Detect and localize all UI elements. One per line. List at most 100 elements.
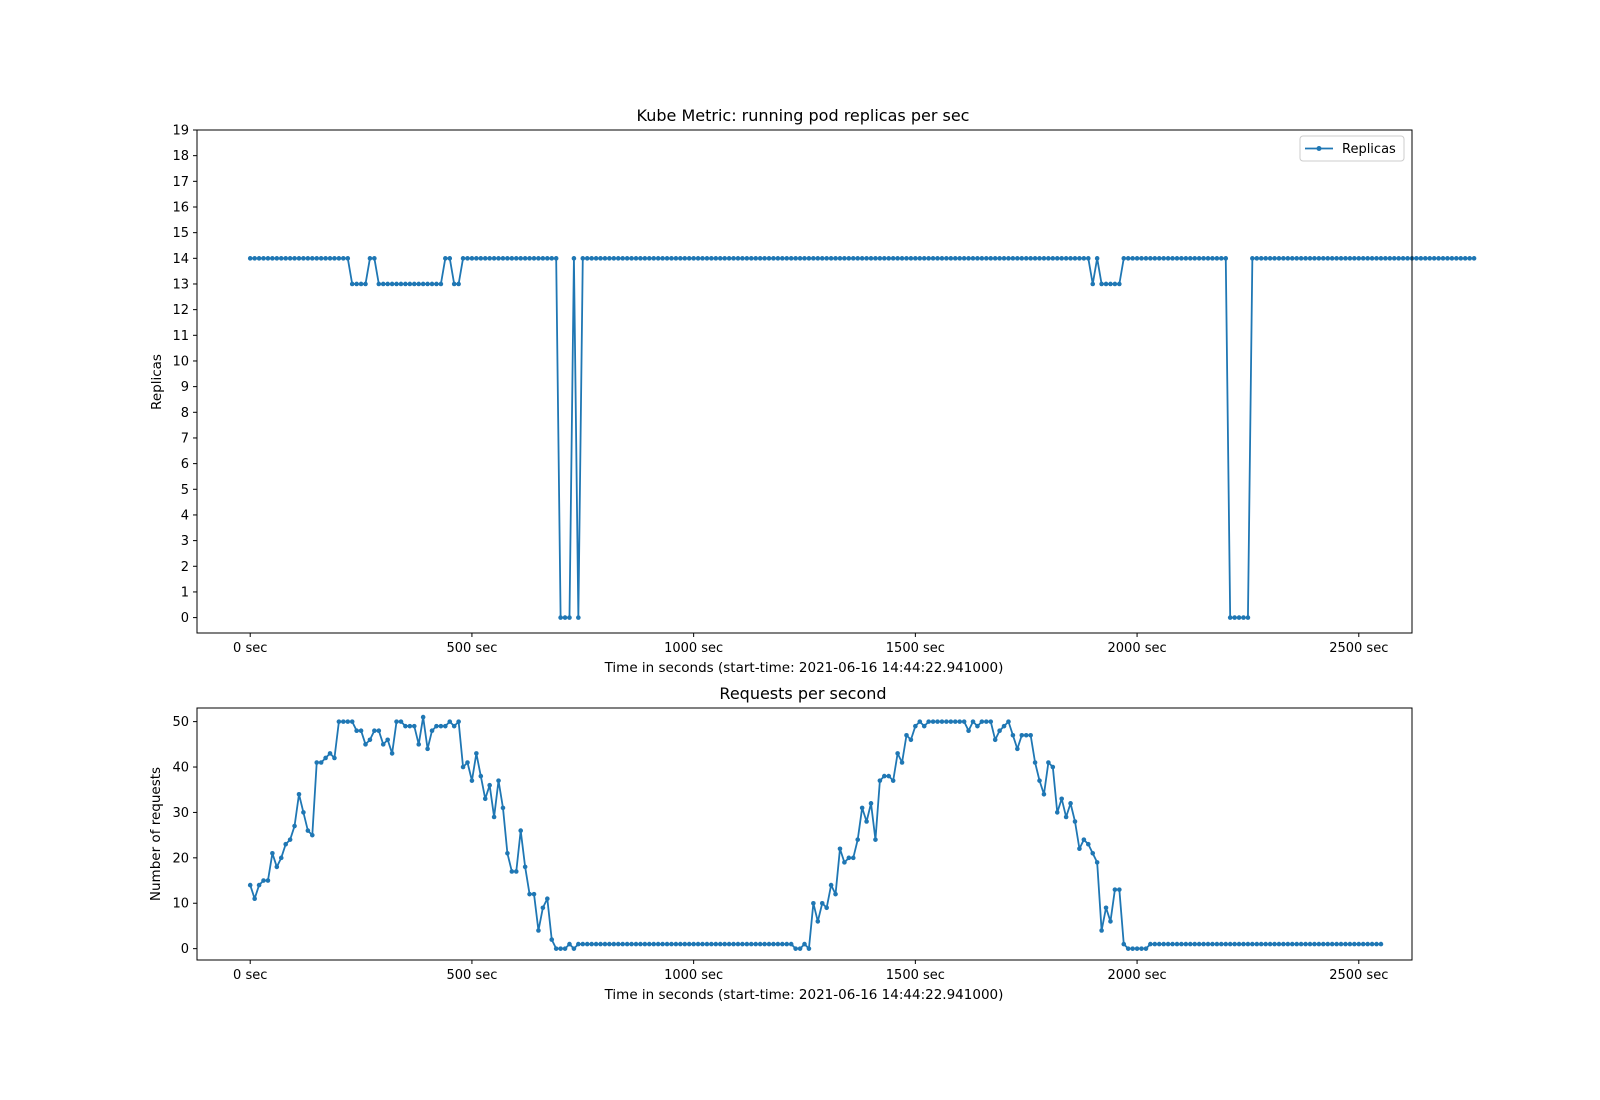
replicas-data-point xyxy=(1289,256,1295,261)
requests-data-point xyxy=(1032,760,1038,765)
requests-data-point xyxy=(669,941,674,947)
replicas-data-point xyxy=(1391,256,1397,261)
replicas-data-point xyxy=(1108,281,1113,287)
replicas-data-point xyxy=(651,256,657,261)
requests-data-point xyxy=(1099,928,1104,933)
replicas-y-tick-label: 8 xyxy=(181,406,189,421)
replicas-data-point xyxy=(1161,256,1166,261)
replicas-data-point xyxy=(540,256,546,261)
replicas-data-point xyxy=(806,256,812,261)
replicas-data-point xyxy=(434,281,439,287)
requests-data-point xyxy=(1006,719,1011,724)
requests-data-point xyxy=(589,941,594,947)
requests-data-point xyxy=(1170,941,1175,947)
replicas-data-point xyxy=(354,281,359,287)
requests-data-point xyxy=(824,905,829,911)
replicas-data-point xyxy=(1250,256,1255,261)
replicas-chart-plot-area xyxy=(196,129,1413,634)
replicas-data-point xyxy=(948,256,954,261)
replicas-data-point xyxy=(731,256,736,261)
replicas-y-tick-label: 16 xyxy=(172,200,189,215)
requests-data-point xyxy=(1015,746,1020,752)
requests-data-point xyxy=(935,719,940,724)
requests-data-point xyxy=(309,832,315,838)
replicas-data-point xyxy=(407,281,413,287)
replicas-data-point xyxy=(438,281,444,287)
replicas-data-point xyxy=(868,256,874,261)
requests-data-point xyxy=(673,941,679,947)
requests-data-point xyxy=(651,941,657,947)
replicas-data-point xyxy=(1387,256,1393,261)
replicas-data-point xyxy=(988,256,994,261)
replicas-data-point xyxy=(686,256,692,261)
replicas-data-point xyxy=(1179,256,1184,261)
replicas-data-point xyxy=(500,256,506,261)
requests-data-point xyxy=(819,900,825,906)
replicas-data-point xyxy=(966,256,971,261)
replicas-data-point xyxy=(429,281,435,287)
replicas-data-point xyxy=(615,256,621,261)
requests-y-tick-label: 30 xyxy=(172,806,189,821)
replicas-y-tick-label: 1 xyxy=(181,585,189,600)
replicas-data-point xyxy=(620,256,625,261)
requests-data-point xyxy=(1214,941,1220,947)
replicas-data-point xyxy=(469,256,475,261)
replicas-data-point xyxy=(456,281,461,287)
replicas-data-point xyxy=(553,256,559,261)
replicas-data-point xyxy=(367,256,373,261)
replicas-data-point xyxy=(1405,256,1410,261)
requests-data-point xyxy=(1241,941,1246,947)
requests-data-point xyxy=(1121,941,1127,947)
requests-data-point xyxy=(1245,941,1251,947)
requests-data-point xyxy=(1059,796,1064,802)
replicas-data-point xyxy=(926,256,931,261)
requests-data-point xyxy=(952,719,958,724)
requests-data-point xyxy=(261,878,266,883)
replicas-data-point xyxy=(1046,256,1051,261)
replicas-data-point xyxy=(642,256,648,261)
requests-data-point xyxy=(1263,941,1268,947)
requests-data-point xyxy=(500,805,506,811)
replicas-chart-x-axis-label: Time in seconds (start-time: 2021-06-16 … xyxy=(604,660,1004,676)
replicas-data-point xyxy=(1086,256,1091,261)
requests-data-point xyxy=(1063,814,1069,820)
replicas-data-point xyxy=(478,256,484,261)
requests-data-point xyxy=(762,941,767,947)
requests-data-point xyxy=(354,728,359,733)
replicas-data-point xyxy=(850,256,856,261)
requests-data-point xyxy=(979,719,985,724)
replicas-data-point xyxy=(496,256,501,261)
replicas-data-point xyxy=(1445,256,1450,261)
requests-data-point xyxy=(984,719,989,724)
replicas-data-point xyxy=(1165,256,1171,261)
replicas-data-point xyxy=(527,256,532,261)
requests-data-point xyxy=(948,719,954,724)
requests-data-point xyxy=(917,719,923,724)
replicas-data-point xyxy=(318,256,324,261)
replicas-data-point xyxy=(1210,256,1215,261)
requests-data-point xyxy=(1294,941,1300,947)
requests-data-point xyxy=(926,719,931,724)
requests-data-point xyxy=(323,755,328,761)
requests-data-point xyxy=(1325,941,1331,947)
replicas-data-point xyxy=(1059,256,1064,261)
requests-data-point xyxy=(1139,946,1144,951)
requests-data-point xyxy=(1094,860,1100,865)
requests-data-point xyxy=(868,801,874,806)
requests-data-point xyxy=(913,723,918,729)
replicas-data-point xyxy=(1236,615,1242,620)
replicas-data-point xyxy=(1294,256,1300,261)
requests-x-tick-label: 1500 sec xyxy=(886,968,945,983)
requests-data-point xyxy=(1130,946,1135,951)
replicas-data-point xyxy=(873,256,878,261)
replicas-data-point xyxy=(961,256,967,261)
requests-x-tick-label: 2000 sec xyxy=(1108,968,1167,983)
requests-data-point xyxy=(1108,919,1113,924)
replicas-data-point xyxy=(855,256,861,261)
requests-y-tick-label: 10 xyxy=(172,897,189,912)
replicas-data-point xyxy=(1223,256,1229,261)
replicas-data-point xyxy=(908,256,914,261)
replicas-data-point xyxy=(420,281,426,287)
requests-chart-title: Requests per second xyxy=(719,684,886,703)
replicas-data-point xyxy=(1019,256,1025,261)
